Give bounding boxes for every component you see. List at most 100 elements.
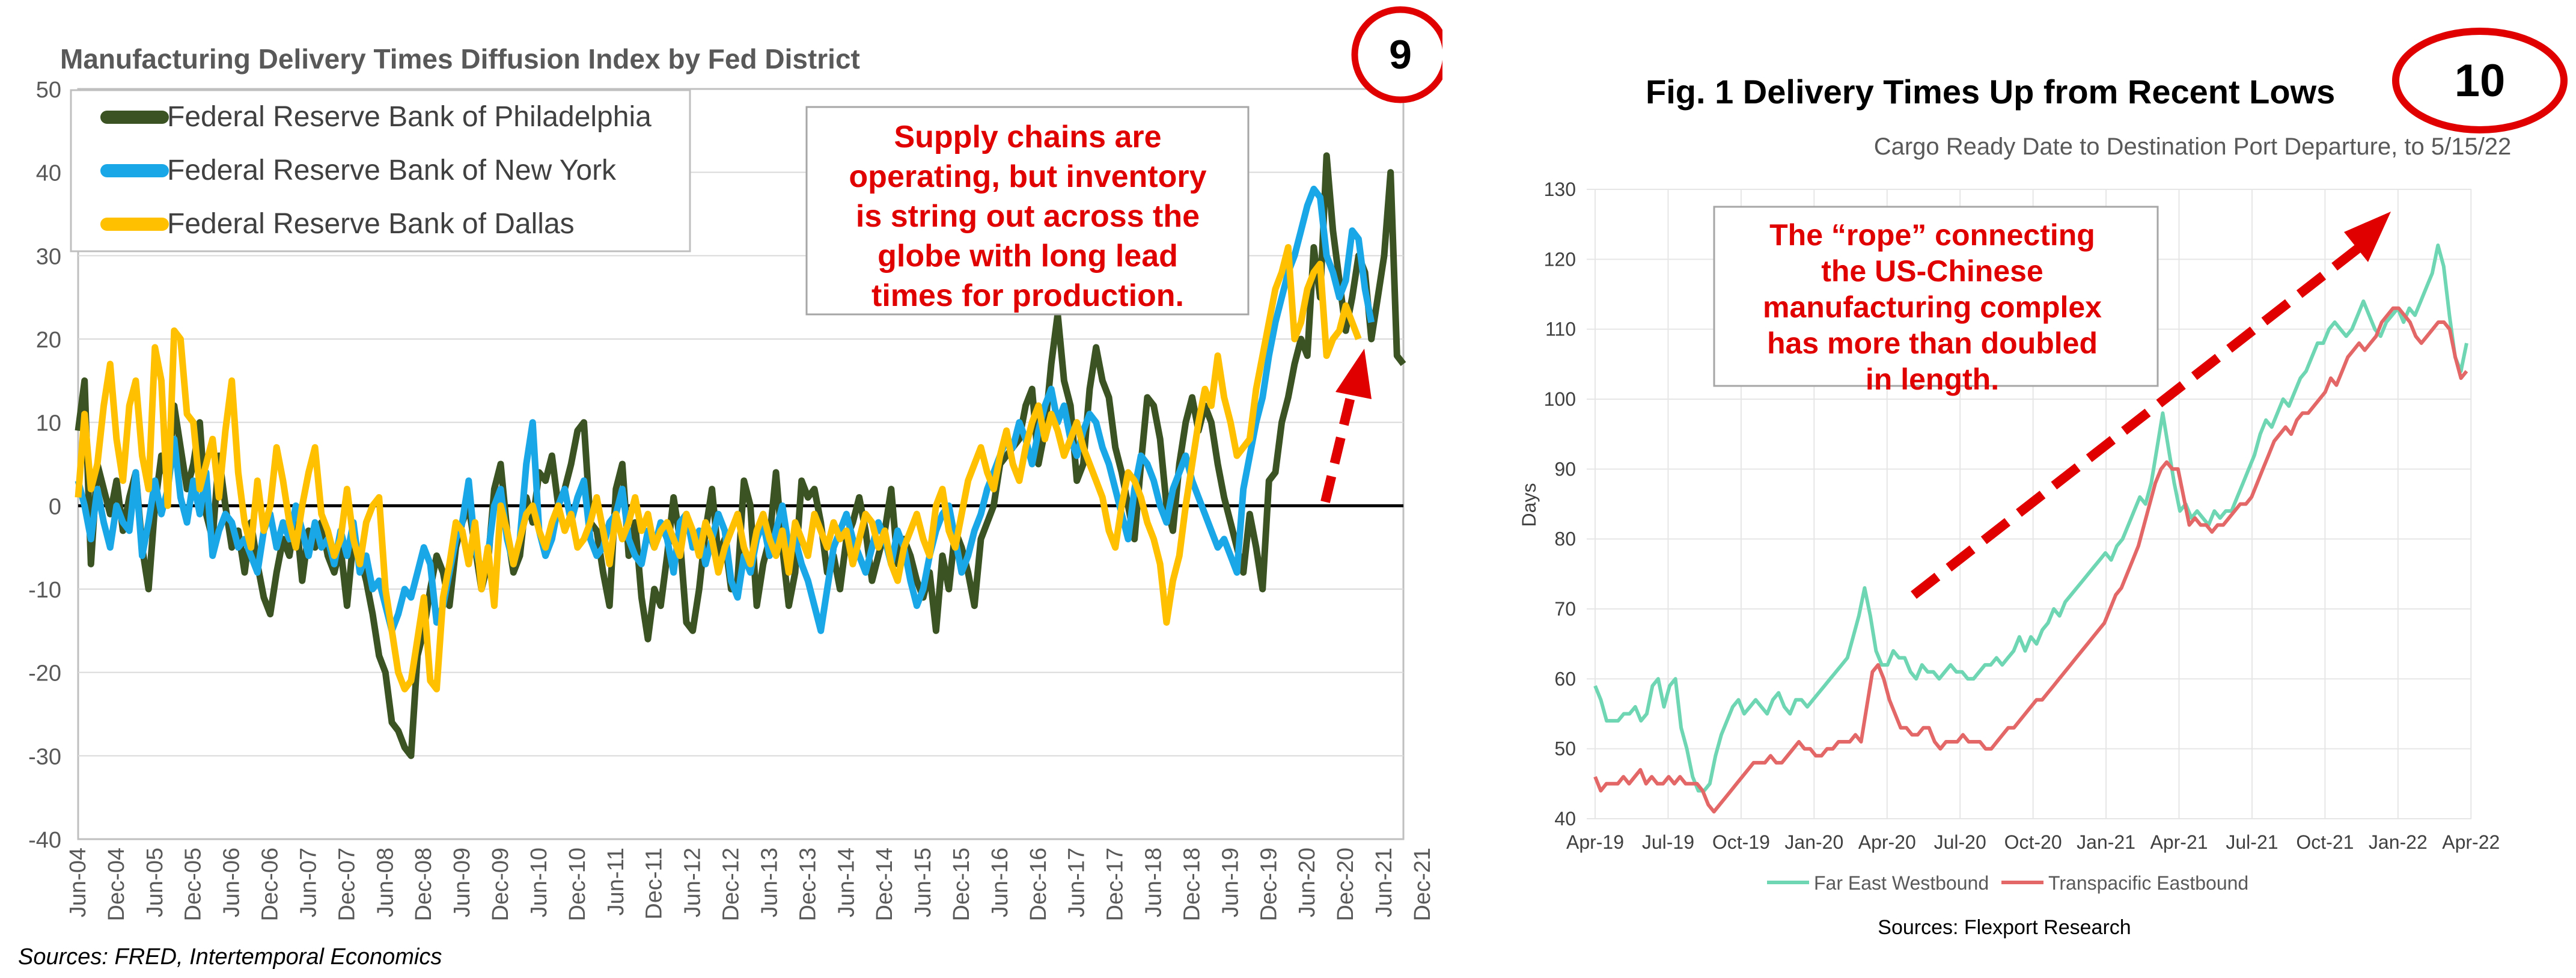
right-callout-text: The “rope” connecting the US-Chinese man… (1763, 218, 2102, 396)
legend-label-far-east: Far East Westbound (1814, 872, 1989, 894)
left-x-tick-label: Dec-11 (642, 848, 667, 920)
left-badge-ring (1351, 6, 1442, 103)
left-x-tick-label: Jun-07 (296, 848, 321, 917)
right-y-tick-label: 120 (1544, 248, 1576, 270)
right-x-tick-label: Oct-21 (2296, 831, 2354, 853)
right-chart-title: Fig. 1 Delivery Times Up from Recent Low… (1646, 73, 2335, 111)
left-x-tick-label: Jun-18 (1141, 848, 1167, 917)
right-upward-arrow (1911, 212, 2391, 599)
left-x-tick-label: Dec-10 (565, 848, 590, 921)
right-y-tick-label: 110 (1545, 319, 1576, 340)
right-y-tick-label: 70 (1554, 598, 1576, 620)
right-y-tick-label: 100 (1544, 388, 1576, 410)
right-y-tick-label: 40 (1554, 808, 1576, 830)
left-x-tick-label: Dec-21 (1410, 848, 1435, 921)
right-chart-panel: Fig. 1 Delivery Times Up from Recent Low… (1518, 28, 2568, 939)
left-x-tick-label: Jun-15 (911, 848, 936, 917)
series-line-dallas (75, 244, 1362, 692)
left-upward-arrow (1320, 349, 1372, 503)
right-x-tick-label: Apr-22 (2442, 831, 2500, 853)
left-callout-text: Supply chains are operating, but invento… (849, 120, 1206, 313)
right-x-tick-label: Jan-21 (2077, 831, 2135, 853)
right-x-tick-label: Oct-19 (1712, 831, 1770, 853)
left-y-tick-label: -20 (28, 661, 61, 686)
left-x-tick-label: Jun-13 (757, 848, 782, 917)
legend-item-dallas: Federal Reserve Bank of Dallas (100, 208, 575, 240)
left-x-tick-label: Jun-11 (603, 848, 629, 915)
right-callout-line: manufacturing complex (1763, 290, 2102, 324)
left-y-tick-label: -30 (28, 744, 61, 769)
legend-label-new-york: Federal Reserve Bank of New York (167, 154, 617, 186)
left-x-tick-label: Dec-09 (488, 848, 513, 921)
legend-label-dallas: Federal Reserve Bank of Dallas (167, 208, 575, 240)
right-y-axis-label: Days (1518, 483, 1540, 527)
left-y-tick-label: 30 (36, 244, 61, 269)
left-badge: 9 (1351, 6, 1442, 103)
left-x-tick-label: Dec-15 (949, 848, 974, 921)
right-chart-subtitle: Cargo Ready Date to Destination Port Dep… (1874, 133, 2512, 160)
left-chart-title: Manufacturing Delivery Times Diffusion I… (60, 43, 860, 75)
left-x-tick-label: Jun-19 (1218, 848, 1243, 917)
right-x-tick-label: Jul-19 (1642, 831, 1694, 853)
right-callout-line: in length. (1866, 362, 1999, 396)
right-y-tick-label: 130 (1544, 179, 1576, 200)
series-line-far-east (1593, 243, 2468, 793)
right-x-tick-label: Jul-20 (1934, 831, 1986, 853)
left-y-tick-label: -40 (28, 828, 61, 853)
legend-label-transpacific: Transpacific Eastbound (2048, 872, 2248, 894)
left-x-tick-label: Jun-17 (1064, 848, 1090, 917)
left-callout-box (805, 106, 1250, 316)
left-series-lines (75, 152, 1406, 759)
left-callout-line: globe with long lead (877, 239, 1178, 274)
left-badge-number: 9 (1389, 32, 1412, 78)
left-x-tick-label: Dec-05 (181, 848, 206, 921)
left-y-tick-labels: 50 40 30 20 10 0 -10 -20 -30 -40 (28, 78, 61, 853)
left-x-tick-label: Jun-12 (680, 848, 706, 917)
left-y-tick-label: 20 (36, 328, 61, 353)
right-y-tick-label: 50 (1554, 738, 1576, 760)
left-x-tick-label: Dec-04 (104, 848, 129, 921)
left-source-note: Sources: FRED, Intertemporal Economics (18, 944, 442, 970)
right-x-tick-label: Jan-20 (1784, 831, 1843, 853)
left-x-tick-label: Jun-06 (219, 848, 245, 917)
left-callout-line: operating, but inventory (849, 159, 1206, 194)
legend-item-far-east: Far East Westbound (1767, 872, 1989, 894)
left-x-tick-label: Dec-16 (1026, 848, 1051, 921)
left-x-tick-label: Jun-20 (1295, 848, 1320, 917)
left-chart-panel: Manufacturing Delivery Times Diffusion I… (18, 6, 1442, 970)
right-callout-line: The “rope” connecting (1769, 218, 2095, 252)
left-x-tick-label: Dec-13 (795, 848, 820, 921)
left-legend-box (70, 89, 691, 252)
left-callout-line: is string out across the (856, 199, 1200, 234)
right-x-tick-label: Apr-20 (1858, 831, 1916, 853)
left-y-tick-label: 10 (36, 411, 61, 436)
left-y-tick-label: 40 (36, 161, 61, 186)
series-line-transpacific (1593, 306, 2468, 814)
right-series-lines (1593, 243, 2468, 814)
right-x-tick-label: Apr-21 (2150, 831, 2208, 853)
left-x-tick-label: Jun-05 (142, 848, 168, 917)
left-x-tick-label: Dec-14 (872, 848, 897, 921)
left-x-tick-labels: Jun-04 Dec-04 Jun-05 Dec-05 Jun-06 Dec-06 Jun-… (66, 848, 1435, 921)
right-y-tick-labels: 130 120 110 100 90 80 70 60 50 40 (1544, 179, 1576, 830)
right-badge-ring (2392, 28, 2568, 133)
right-x-tick-label: Oct-20 (2004, 831, 2062, 853)
right-source-note: Sources: Flexport Research (1878, 916, 2131, 939)
right-badge: 10 (2392, 28, 2568, 133)
legend-item-philadelphia: Federal Reserve Bank of Philadelphia (100, 101, 652, 133)
right-legend: Far East Westbound Transpacific Eastboun… (1767, 872, 2248, 894)
right-x-tick-label: Jan-22 (2369, 831, 2428, 853)
left-x-tick-label: Dec-18 (1179, 848, 1204, 921)
left-x-tick-label: Jun-21 (1372, 848, 1397, 917)
left-x-tick-label: Jun-04 (66, 848, 91, 917)
left-x-tick-label: Dec-12 (719, 848, 744, 921)
right-badge-number: 10 (2455, 55, 2506, 106)
right-callout-box (1713, 206, 2159, 387)
legend-item-transpacific: Transpacific Eastbound (2001, 872, 2248, 894)
legend-item-new-york: Federal Reserve Bank of New York (100, 154, 617, 186)
right-x-tick-label: Jul-21 (2226, 831, 2278, 853)
left-y-tick-label: 0 (49, 494, 61, 519)
left-x-tick-label: Dec-17 (1103, 848, 1128, 921)
series-line-new-york (75, 185, 1375, 634)
right-y-tick-label: 60 (1554, 668, 1576, 689)
